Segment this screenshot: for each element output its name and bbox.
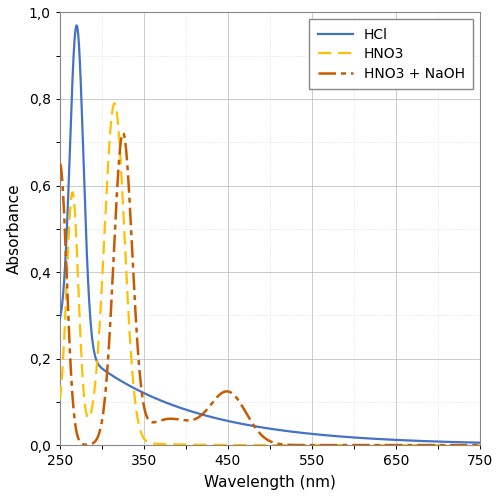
HNO3 bbox=[130, 375, 136, 381]
Line: HCl: HCl bbox=[60, 25, 480, 443]
HNO3 + NaOH bbox=[130, 261, 136, 267]
HNO3 bbox=[469, 442, 475, 448]
HNO3 + NaOH bbox=[236, 399, 242, 405]
HCl bbox=[477, 440, 483, 446]
HNO3 bbox=[424, 442, 430, 448]
HNO3 + NaOH bbox=[105, 360, 111, 366]
HCl bbox=[57, 316, 63, 322]
HNO3 + NaOH bbox=[424, 442, 430, 448]
Line: HNO3 + NaOH: HNO3 + NaOH bbox=[60, 133, 480, 445]
HNO3 bbox=[236, 442, 242, 448]
HNO3 bbox=[57, 397, 63, 403]
Y-axis label: Absorbance: Absorbance bbox=[7, 183, 22, 274]
HNO3 + NaOH bbox=[469, 442, 475, 448]
HNO3 + NaOH bbox=[120, 130, 126, 136]
X-axis label: Wavelength (nm): Wavelength (nm) bbox=[204, 475, 336, 490]
HCl bbox=[130, 385, 136, 391]
HCl bbox=[218, 416, 224, 422]
HCl bbox=[105, 370, 111, 376]
HCl bbox=[469, 439, 475, 445]
HCl bbox=[236, 420, 242, 426]
HCl bbox=[424, 438, 430, 444]
HNO3 bbox=[105, 166, 111, 172]
HNO3 + NaOH bbox=[57, 161, 63, 167]
HNO3 + NaOH bbox=[477, 442, 483, 448]
Legend: HCl, HNO3, HNO3 + NaOH: HCl, HNO3, HNO3 + NaOH bbox=[310, 19, 473, 89]
HNO3 bbox=[218, 442, 224, 448]
HCl bbox=[74, 22, 80, 28]
Line: HNO3: HNO3 bbox=[60, 103, 480, 445]
HNO3 bbox=[477, 442, 483, 448]
HNO3 + NaOH bbox=[218, 391, 224, 397]
HNO3 bbox=[112, 100, 117, 106]
